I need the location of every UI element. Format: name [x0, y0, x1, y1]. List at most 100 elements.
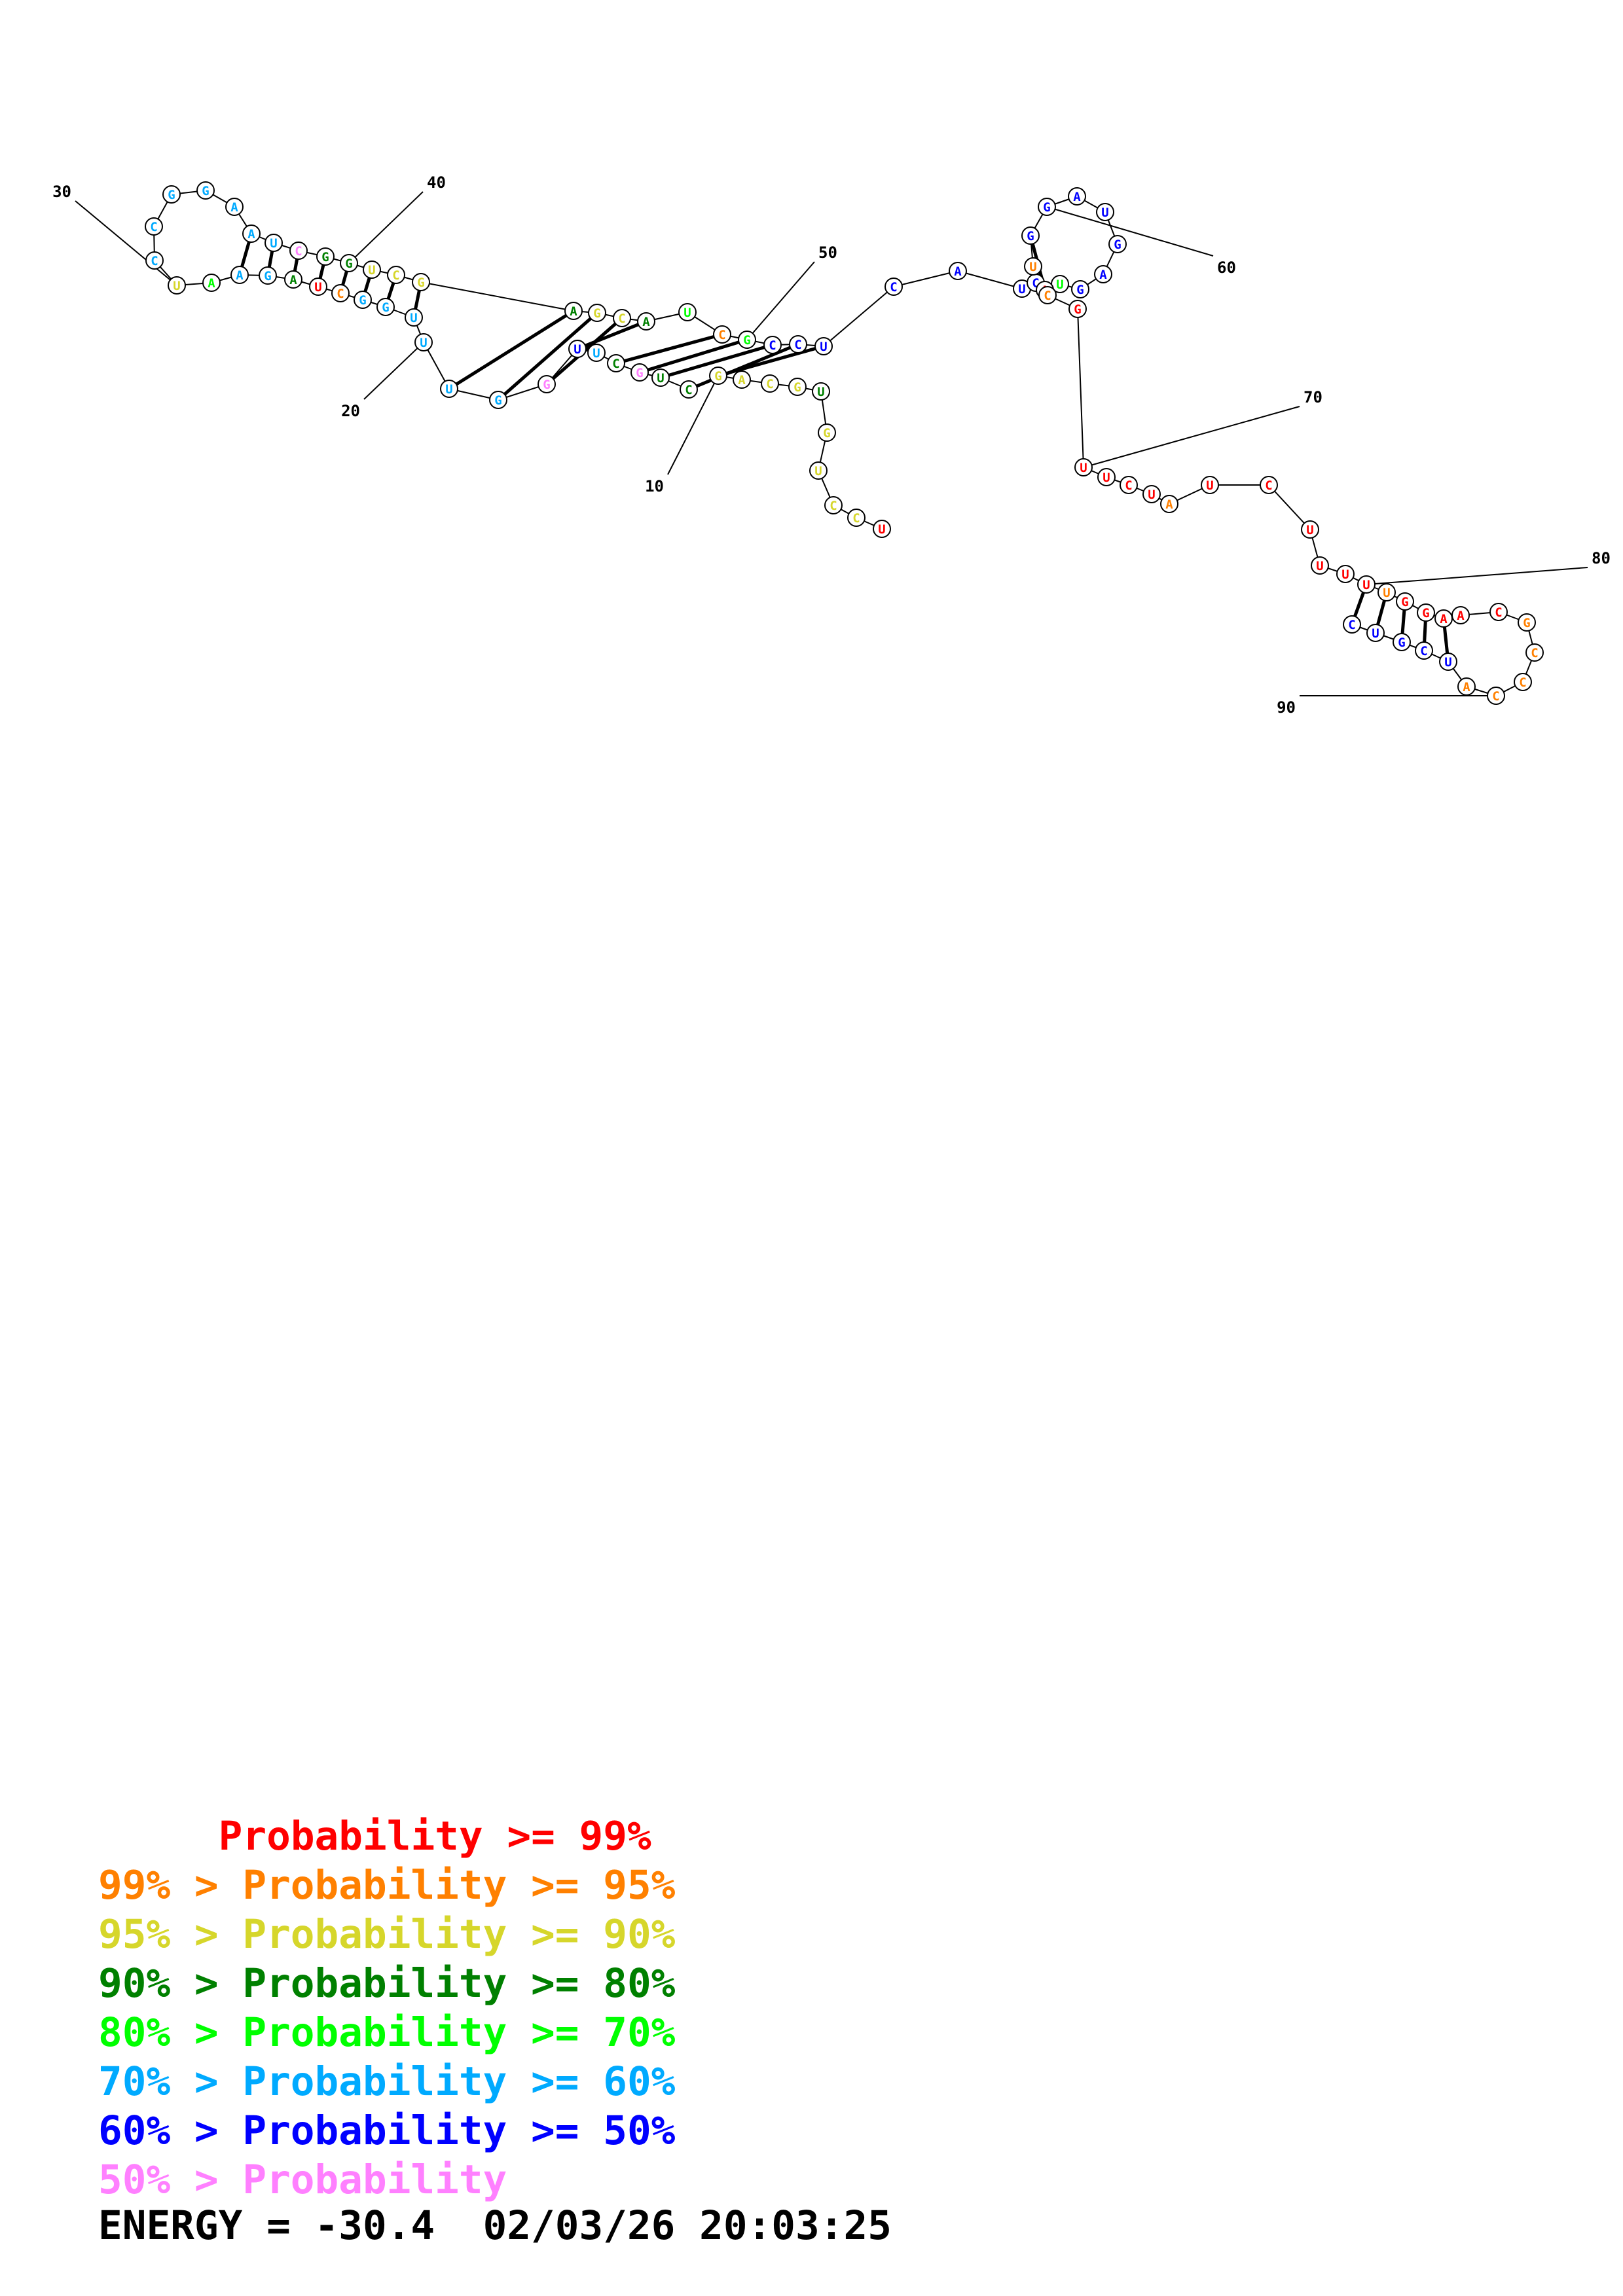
nucleotide-circle [1417, 603, 1435, 622]
nucleotide-letter: G [793, 380, 801, 395]
nucleotide-circle [678, 303, 697, 321]
nucleotide-letter: U [368, 263, 375, 278]
nucleotide: G [709, 367, 727, 385]
nucleotide-circle [1489, 603, 1508, 621]
nucleotide-circle [405, 308, 423, 327]
nucleotide-circle [818, 423, 836, 442]
nucleotide: G [489, 391, 507, 409]
nucleotide-circle [387, 266, 405, 284]
nucleotide-circle [1451, 606, 1470, 624]
base-pair-bond [688, 342, 799, 391]
nucleotide: G [1108, 235, 1127, 253]
nucleotide-letter: G [714, 369, 721, 384]
nucleotide: A [1068, 187, 1086, 206]
tick-line [1046, 206, 1214, 257]
nucleotide: G [1021, 226, 1040, 245]
nucleotide: C [613, 309, 631, 327]
nucleotide-circle [145, 251, 164, 270]
nucleotide: U [309, 278, 327, 296]
nucleotide-letter: G [1076, 283, 1084, 297]
nucleotide-circle [630, 363, 649, 382]
legend-entry: 50% > Probability [98, 2155, 675, 2204]
nucleotide: U [1074, 458, 1093, 476]
legend-entry-prefix [98, 1813, 219, 1859]
nucleotide: C [789, 335, 807, 353]
nucleotide-letter: G [1398, 636, 1405, 650]
nucleotide-circle [1393, 633, 1411, 651]
nucleotide-letter: A [570, 304, 577, 319]
nucleotide-letter: U [1383, 586, 1390, 600]
tick-line [1366, 567, 1588, 585]
nucleotide: A [202, 274, 221, 292]
nucleotide: A [564, 302, 583, 320]
nucleotide-circle [225, 198, 244, 216]
nucleotide-letter: U [1306, 523, 1313, 537]
nucleotide-letter: G [417, 276, 424, 290]
nucleotide: G [162, 185, 181, 204]
nucleotide-letter: U [1206, 478, 1213, 493]
nucleotide-circle [1377, 583, 1396, 601]
nucleotide-circle [145, 217, 163, 236]
nucleotide-circle [309, 278, 327, 296]
nucleotide-letter: C [1531, 646, 1538, 660]
nucleotide: C [1260, 476, 1278, 494]
nucleotide: G [1417, 603, 1435, 622]
nucleotide-letter: U [820, 340, 827, 354]
tick-line [348, 191, 424, 264]
nucleotide-letter: U [593, 346, 600, 361]
nucleotide: G [1071, 280, 1089, 298]
nucleotide-circle [1024, 257, 1042, 276]
nucleotide-letter: G [1401, 595, 1408, 609]
nucleotide: C [1487, 687, 1505, 705]
nucleotide: U [587, 344, 606, 362]
nucleotide-letter: U [1080, 461, 1087, 475]
nucleotide: U [1357, 575, 1376, 594]
nucleotide-circle [873, 520, 891, 538]
nucleotide-circle [1525, 643, 1544, 662]
nucleotide-circle [412, 273, 430, 291]
nucleotide-letter: A [247, 227, 255, 242]
nucleotide-circle [489, 391, 507, 409]
legend-entry-text: Probability >= 80% [242, 1960, 676, 2007]
legend-entry: 80% > Probability >= 70% [98, 2008, 675, 2057]
backbone-segment [893, 270, 958, 287]
nucleotide-circle [587, 344, 606, 362]
nucleotide-circle [613, 309, 631, 327]
nucleotide: A [284, 270, 302, 289]
legend-entry-prefix: 95% > [98, 1911, 243, 1958]
nucleotide-letter: C [685, 383, 692, 397]
nucleotide-circle [1160, 495, 1178, 513]
nucleotide-circle [812, 382, 830, 401]
nucleotide-circle [1343, 615, 1361, 634]
nucleotide-letter: G [264, 269, 271, 283]
nucleotide-circle [289, 242, 308, 260]
position-number: 50 [818, 243, 837, 262]
nucleotide-letter: U [1103, 471, 1110, 485]
nucleotide-circle [847, 509, 866, 527]
legend-entry-text: Probability >= 60% [242, 2058, 676, 2105]
nucleotide-circle [230, 266, 249, 284]
nucleotide-circle [1068, 187, 1086, 206]
backbone-segment [823, 286, 894, 347]
legend-entry-text: Probability >= 95% [242, 1862, 676, 1909]
backbone-segment [1268, 484, 1311, 530]
backbone-segment [1077, 308, 1084, 468]
nucleotide-letter: U [270, 236, 277, 251]
nucleotide: G [1396, 592, 1414, 611]
base-pair-bond [615, 332, 723, 365]
nucleotide-letter: G [636, 366, 643, 380]
nucleotide: U [264, 234, 283, 252]
nucleotide-letter: U [1148, 488, 1155, 502]
nucleotide: C [884, 278, 903, 296]
nucleotide: C [289, 242, 308, 260]
nucleotide: G [1068, 300, 1087, 318]
position-number: 10 [645, 477, 664, 495]
legend-entry: 70% > Probability >= 60% [98, 2057, 675, 2106]
nucleotide-letter: C [1348, 618, 1355, 632]
nucleotide-letter: U [684, 306, 691, 320]
nucleotide: A [1457, 677, 1476, 696]
nucleotide-circle [588, 304, 606, 322]
nucleotide-circle [814, 337, 833, 355]
nucleotide-letter: G [1074, 302, 1081, 317]
nucleotide-letter: G [494, 393, 501, 408]
